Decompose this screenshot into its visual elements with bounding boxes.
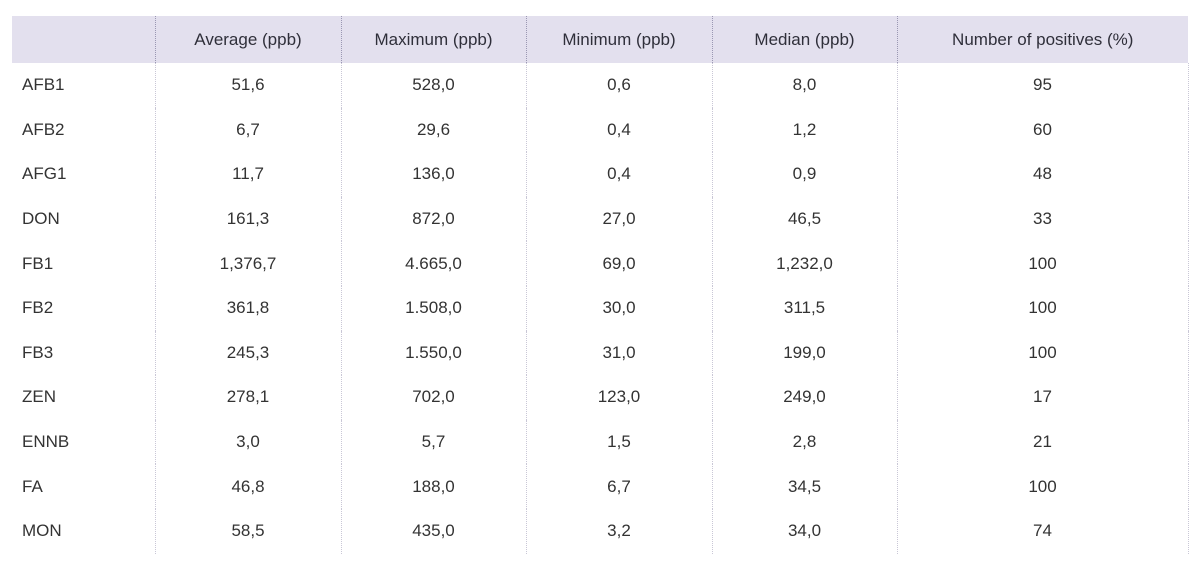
table-cell: 361,8 bbox=[154, 285, 341, 331]
table-cell: 872,0 bbox=[340, 196, 526, 242]
table-row: MON 58,5 435,0 3,2 34,0 74 bbox=[12, 508, 1189, 554]
row-label-cell: FB3 bbox=[22, 342, 54, 362]
table-cell: 34,0 bbox=[711, 508, 897, 554]
table-cell: 2,8 bbox=[711, 419, 897, 465]
table-cell: 34,5 bbox=[711, 464, 897, 509]
table-cell: 311,5 bbox=[711, 285, 897, 331]
table-cell: 100 bbox=[896, 285, 1189, 331]
table-cell: 11,7 bbox=[154, 152, 341, 197]
table-cell: 46,5 bbox=[711, 196, 897, 242]
table-cell: 3,2 bbox=[525, 508, 712, 554]
header-cell: Number of positives (%) bbox=[896, 16, 1188, 63]
table-cell: 6,7 bbox=[154, 107, 341, 153]
table-cell: 69,0 bbox=[525, 241, 712, 286]
table-cell: 702,0 bbox=[340, 375, 526, 420]
table-cell: 60 bbox=[896, 107, 1189, 153]
row-label-cell: AFB2 bbox=[22, 119, 65, 139]
table-row: FB1 1,376,7 4.665,0 69,0 1,232,0 100 bbox=[12, 241, 1189, 286]
table-header: Average (ppb) Maximum (ppb) Minimum (ppb) M… bbox=[12, 16, 1188, 63]
table-header-row: Average (ppb) Maximum (ppb) Minimum (ppb) M… bbox=[12, 16, 1188, 63]
table-cell: 249,0 bbox=[711, 375, 897, 420]
table-cell: 51,6 bbox=[154, 63, 341, 108]
table-cell: 0,6 bbox=[525, 63, 712, 108]
table-cell: 74 bbox=[896, 508, 1189, 554]
table-row: AFB1 51,6 528,0 0,6 8,0 95 bbox=[12, 63, 1189, 108]
row-label-cell: FB2 bbox=[22, 298, 54, 318]
table-cell: 245,3 bbox=[154, 330, 341, 376]
mycotoxin-table-container: Average (ppb) Maximum (ppb) Minimum (ppb) M… bbox=[12, 16, 1189, 554]
table-cell: 161,3 bbox=[154, 196, 341, 242]
table-cell: 0,9 bbox=[711, 152, 897, 197]
table-cell: 100 bbox=[896, 330, 1189, 376]
row-label-cell: MON bbox=[22, 521, 62, 541]
table-cell: 46,8 bbox=[154, 464, 341, 509]
row-label-cell: DON bbox=[22, 209, 60, 229]
table-cell: 95 bbox=[896, 63, 1189, 108]
table-cell: 58,5 bbox=[154, 508, 341, 554]
table-cell: 528,0 bbox=[340, 63, 526, 108]
table-cell: 1.550,0 bbox=[340, 330, 526, 376]
table-cell: 29,6 bbox=[340, 107, 526, 153]
table-cell: 0,4 bbox=[525, 107, 712, 153]
mycotoxin-table: Average (ppb) Maximum (ppb) Minimum (ppb) M… bbox=[12, 16, 1189, 554]
row-label-cell: FB1 bbox=[22, 253, 54, 273]
table-cell: 33 bbox=[896, 196, 1189, 242]
table-cell: 8,0 bbox=[711, 63, 897, 108]
table-row: ZEN 278,1 702,0 123,0 249,0 17 bbox=[12, 375, 1189, 420]
table-cell: 136,0 bbox=[340, 152, 526, 197]
table-cell: 0,4 bbox=[525, 152, 712, 197]
table-cell: 435,0 bbox=[340, 508, 526, 554]
table-cell: 199,0 bbox=[711, 330, 897, 376]
table-cell: 3,0 bbox=[154, 419, 341, 465]
table-row: FA 46,8 188,0 6,7 34,5 100 bbox=[12, 464, 1189, 509]
table-cell: 31,0 bbox=[525, 330, 712, 376]
table-cell: 27,0 bbox=[525, 196, 712, 242]
row-label-cell: ENNB bbox=[22, 432, 70, 452]
header-cell: Median (ppb) bbox=[711, 16, 897, 63]
row-label-cell: AFG1 bbox=[22, 164, 67, 184]
table-cell: 5,7 bbox=[340, 419, 526, 465]
table-row: FB3 245,3 1.550,0 31,0 199,0 100 bbox=[12, 330, 1189, 376]
header-cell-empty bbox=[12, 16, 155, 63]
table-cell: 1,2 bbox=[711, 107, 897, 153]
table-cell: 48 bbox=[896, 152, 1189, 197]
table-row: DON 161,3 872,0 27,0 46,5 33 bbox=[12, 196, 1189, 242]
table-cell: 100 bbox=[896, 464, 1189, 509]
header-cell: Minimum (ppb) bbox=[525, 16, 712, 63]
table-row: ENNB 3,0 5,7 1,5 2,8 21 bbox=[12, 419, 1189, 465]
table-row: FB2 361,8 1.508,0 30,0 311,5 100 bbox=[12, 285, 1189, 331]
header-cell: Maximum (ppb) bbox=[340, 16, 526, 63]
table-cell: 1,232,0 bbox=[711, 241, 897, 286]
table-cell: 4.665,0 bbox=[340, 241, 526, 286]
header-cell: Average (ppb) bbox=[154, 16, 341, 63]
row-label-cell: FA bbox=[22, 476, 43, 496]
row-label-cell: AFB1 bbox=[22, 75, 65, 95]
table-cell: 17 bbox=[896, 375, 1189, 420]
table-cell: 1.508,0 bbox=[340, 285, 526, 331]
table-cell: 30,0 bbox=[525, 285, 712, 331]
table-cell: 278,1 bbox=[154, 375, 341, 420]
table-cell: 100 bbox=[896, 241, 1189, 286]
row-label-cell: ZEN bbox=[22, 387, 56, 407]
table-row: AFB2 6,7 29,6 0,4 1,2 60 bbox=[12, 107, 1189, 153]
table-cell: 188,0 bbox=[340, 464, 526, 509]
table-cell: 6,7 bbox=[525, 464, 712, 509]
table-cell: 21 bbox=[896, 419, 1189, 465]
table-cell: 123,0 bbox=[525, 375, 712, 420]
table-cell: 1,5 bbox=[525, 419, 712, 465]
table-row: AFG1 11,7 136,0 0,4 0,9 48 bbox=[12, 152, 1189, 197]
table-cell: 1,376,7 bbox=[154, 241, 341, 286]
table-body: AFB1 51,6 528,0 0,6 8,0 95 AFB2 6,7 29,6 0,4 1,2 60… bbox=[12, 63, 1189, 554]
